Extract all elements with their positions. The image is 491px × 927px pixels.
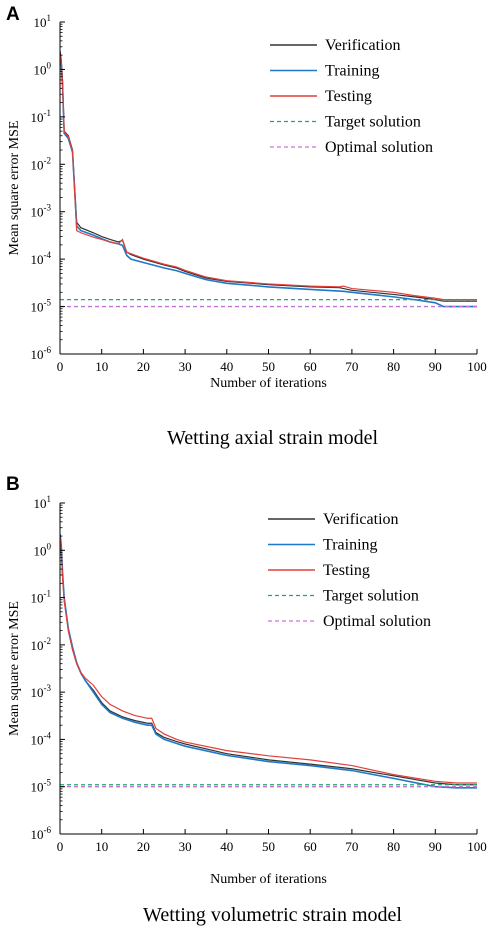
legend: Verification Training Testing Target soluti… bbox=[268, 511, 431, 630]
legend-label: Training bbox=[325, 63, 380, 80]
chart-panel-b: B 0 10 20 30 40 50 60 70 80 90 100 101 100 10-1 10-2 10-… bbox=[6, 474, 487, 926]
x-tick-label: 40 bbox=[220, 359, 233, 374]
legend-label: Target solution bbox=[325, 114, 421, 131]
legend: Verification Training Testing Target soluti… bbox=[270, 37, 433, 156]
x-tick-label: 10 bbox=[95, 839, 108, 854]
legend-label: Verification bbox=[325, 37, 401, 54]
x-tick-label: 60 bbox=[304, 839, 317, 854]
y-axis-label: Mean square error MSE bbox=[7, 121, 22, 256]
x-tick-label: 20 bbox=[137, 359, 150, 374]
x-tick-label: 50 bbox=[262, 359, 275, 374]
y-tick-label: 10-1 bbox=[31, 108, 52, 125]
x-tick-label: 30 bbox=[179, 839, 192, 854]
series-line-training bbox=[60, 55, 477, 308]
x-tick-label: 50 bbox=[262, 839, 275, 854]
y-tick-label: 101 bbox=[34, 494, 52, 511]
legend-label: Testing bbox=[323, 562, 370, 579]
y-tick-label: 10-4 bbox=[31, 250, 52, 267]
chart-caption: Wetting volumetric strain model bbox=[143, 904, 402, 926]
y-tick-label: 10-6 bbox=[31, 345, 52, 362]
y-tick-label: 10-2 bbox=[31, 636, 52, 653]
x-tick-label: 100 bbox=[467, 359, 487, 374]
y-tick-label: 100 bbox=[34, 60, 52, 77]
x-tick-label: 60 bbox=[304, 359, 317, 374]
x-tick-label: 80 bbox=[387, 839, 400, 854]
legend-label: Optimal solution bbox=[323, 613, 431, 630]
y-tick-label: 10-4 bbox=[31, 730, 52, 747]
x-tick-label: 30 bbox=[179, 359, 192, 374]
chart-panel-a: A 0 10 20 30 40 50 60 70 80 90 100 101 100 10-1 10-2 10-… bbox=[6, 4, 487, 449]
series-line-testing bbox=[60, 537, 477, 784]
y-tick-label: 10-5 bbox=[31, 778, 52, 795]
x-tick-label: 70 bbox=[345, 359, 358, 374]
series-line-training bbox=[60, 533, 477, 789]
legend-label: Verification bbox=[323, 511, 399, 528]
x-axis-label: Number of iterations bbox=[210, 872, 327, 887]
y-tick-label: 10-1 bbox=[31, 589, 52, 606]
x-tick-label: 70 bbox=[345, 839, 358, 854]
panel-label: B bbox=[6, 474, 20, 495]
x-tick-label: 0 bbox=[57, 839, 64, 854]
legend-label: Training bbox=[323, 537, 378, 554]
series-line-testing bbox=[60, 53, 477, 301]
x-tick-label: 0 bbox=[57, 359, 64, 374]
y-tick-label: 10-5 bbox=[31, 298, 52, 315]
panel-label: A bbox=[6, 4, 20, 25]
x-tick-label: 100 bbox=[467, 839, 487, 854]
x-tick-label: 20 bbox=[137, 839, 150, 854]
y-axis-label: Mean square error MSE bbox=[7, 601, 22, 736]
series-line-verification bbox=[60, 50, 477, 302]
legend-label: Optimal solution bbox=[325, 139, 433, 156]
y-tick-label: 100 bbox=[34, 541, 52, 558]
legend-label: Target solution bbox=[323, 588, 419, 605]
x-tick-label: 90 bbox=[429, 359, 442, 374]
x-tick-label: 10 bbox=[95, 359, 108, 374]
chart-caption: Wetting axial strain model bbox=[167, 427, 379, 449]
x-tick-label: 90 bbox=[429, 839, 442, 854]
x-tick-label: 40 bbox=[220, 839, 233, 854]
y-tick-label: 10-2 bbox=[31, 155, 52, 172]
x-axis-label: Number of iterations bbox=[210, 376, 327, 391]
y-tick-label: 10-3 bbox=[31, 203, 52, 220]
y-tick-label: 10-6 bbox=[31, 825, 52, 842]
series-group bbox=[60, 50, 477, 308]
series-group bbox=[60, 533, 477, 789]
series-line-verification bbox=[60, 535, 477, 786]
legend-label: Testing bbox=[325, 88, 372, 105]
y-tick-label: 101 bbox=[34, 13, 52, 30]
x-tick-label: 80 bbox=[387, 359, 400, 374]
y-tick-label: 10-3 bbox=[31, 683, 52, 700]
